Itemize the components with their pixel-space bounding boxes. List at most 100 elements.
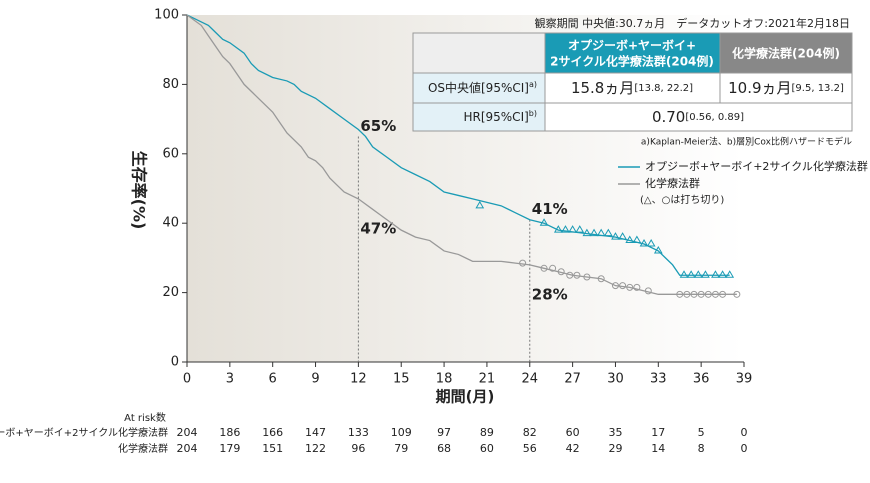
censor-mark <box>549 264 557 272</box>
at-risk-value: 151 <box>262 442 283 455</box>
censor-mark <box>561 225 570 233</box>
at-risk-name: 化学療法群 <box>118 442 168 455</box>
at-risk-value: 82 <box>523 426 537 439</box>
censor-mark <box>697 290 705 298</box>
header: 2サイクル化学療法群(204例) <box>550 54 714 69</box>
at-risk-value: 0 <box>741 442 748 455</box>
at-risk-value: 60 <box>480 442 494 455</box>
row-label: HR[95%CI]b) <box>463 109 537 124</box>
censor-mark <box>633 283 641 291</box>
cell <box>544 32 721 74</box>
x-tick-label: 15 <box>393 372 410 387</box>
at-risk-name: オプジーボ+ヤーボイ+2サイクル化学療法群 <box>0 426 168 439</box>
censor-mark <box>618 232 627 240</box>
legend-label: オプジーボ+ヤーボイ+2サイクル化学療法群 <box>645 159 868 173</box>
label: OS中央値[95%CI] <box>428 80 529 95</box>
censor-mark <box>711 270 720 278</box>
y-axis-label: 生存率(%) <box>130 151 149 230</box>
summary-table: オプジーボ+ヤーボイ+ 2サイクル化学療法群(204例) 化学療法群(204例)… <box>412 32 853 148</box>
at-risk-value: 8 <box>698 442 705 455</box>
censor-mark <box>539 218 549 226</box>
header: オプジーボ+ヤーボイ+ <box>568 38 696 53</box>
at-risk-value: 68 <box>437 442 451 455</box>
cell-value: 0.70[0.56, 0.89] <box>652 108 744 126</box>
censor-mark <box>540 264 548 272</box>
censor-mark <box>701 270 710 278</box>
cell <box>719 32 853 74</box>
censor-mark <box>475 200 485 209</box>
x-tick-label: 18 <box>436 372 453 387</box>
at-risk-value: 79 <box>394 442 408 455</box>
header: 化学療法群(204例) <box>732 46 840 61</box>
x-tick-label: 6 <box>269 372 277 387</box>
y-tick-label: 80 <box>162 77 179 92</box>
y-tick-label: 0 <box>171 355 179 370</box>
censor-mark <box>583 273 591 281</box>
x-tick-label: 36 <box>693 372 710 387</box>
cell <box>412 72 546 104</box>
censor-mark <box>596 228 606 237</box>
at-risk-value: 5 <box>698 426 705 439</box>
value: 10.9ヵ月 <box>728 79 791 97</box>
note: b) <box>529 109 537 118</box>
at-risk-value: 97 <box>437 426 451 439</box>
cell <box>412 32 546 74</box>
censor-mark <box>725 270 735 278</box>
censor-mark <box>711 290 719 298</box>
at-risk-value: 122 <box>305 442 326 455</box>
at-risk-value: 35 <box>608 426 622 439</box>
x-tick-label: 0 <box>183 372 191 387</box>
x-tick-label: 24 <box>521 372 538 387</box>
cell <box>544 102 853 132</box>
censor-mark <box>719 290 727 298</box>
y-tick-label: 60 <box>162 146 179 161</box>
cell-value: 10.9ヵ月[9.5, 13.2] <box>728 79 844 97</box>
at-risk-value: 14 <box>651 442 665 455</box>
at-risk-value: 179 <box>219 442 240 455</box>
censor-mark <box>690 290 698 298</box>
censor-mark <box>625 235 635 244</box>
survival-curve <box>186 14 737 295</box>
value: 15.8ヵ月 <box>571 79 634 97</box>
censor-mark <box>639 239 649 247</box>
annotation: 28% <box>532 285 568 303</box>
at-risk-value: 56 <box>523 442 537 455</box>
x-tick-label: 21 <box>479 372 496 387</box>
x-tick-label: 27 <box>564 372 581 387</box>
footnote: a)Kaplan-Meier法、b)層別Cox比例ハザードモデル <box>641 136 852 148</box>
label: HR[95%CI] <box>463 110 528 124</box>
censor-mark <box>553 225 563 233</box>
x-tick-label: 3 <box>226 372 234 387</box>
censor-mark <box>582 228 592 237</box>
censor-mark <box>653 245 663 254</box>
censor-mark <box>632 235 642 244</box>
x-tick-label: 33 <box>650 372 667 387</box>
censor-mark <box>676 290 684 298</box>
censor-mark <box>603 228 613 237</box>
censor-note: (△、○は打ち切り) <box>640 193 724 206</box>
annotation: 41% <box>532 200 568 218</box>
study-note: 観察期間 中央値:30.7ヵ月 データカットオフ:2021年2月18日 <box>535 16 850 30</box>
annotation: 65% <box>360 117 396 135</box>
censor-mark <box>575 225 585 233</box>
at-risk-title: At risk数 <box>124 411 166 424</box>
censor-mark <box>679 270 689 278</box>
x-tick-label: 12 <box>350 372 367 387</box>
at-risk-value: 17 <box>651 426 665 439</box>
censor-mark <box>557 268 565 276</box>
censor-mark <box>611 282 619 290</box>
annotation: 47% <box>360 219 396 237</box>
row-label: OS中央値[95%CI]a) <box>428 80 537 95</box>
at-risk-value: 60 <box>566 426 580 439</box>
censor-mark <box>573 271 581 279</box>
censor-mark <box>626 283 634 291</box>
censor-mark <box>519 259 527 267</box>
cell-value: 15.8ヵ月[13.8, 22.2] <box>571 79 693 97</box>
y-tick-label: 40 <box>162 216 179 231</box>
x-tick-label: 30 <box>607 372 624 387</box>
censor-mark <box>733 290 741 298</box>
censor-mark <box>566 271 574 279</box>
value: 0.70 <box>652 108 685 126</box>
y-tick-label: 100 <box>154 8 179 23</box>
censor-mark <box>611 232 620 240</box>
